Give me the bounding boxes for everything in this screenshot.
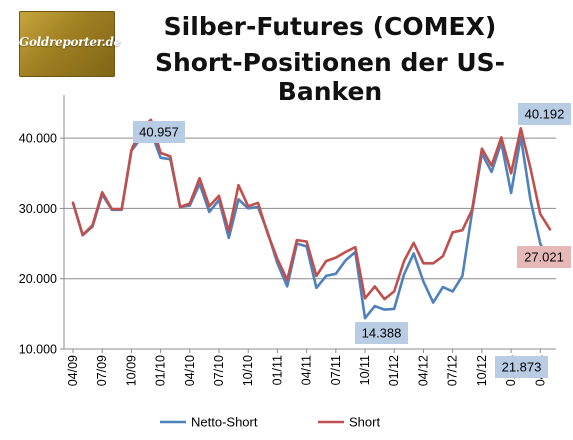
x-tick-label: 01/12 [387, 355, 401, 386]
chart-title: Silber-Futures (COMEX) [163, 12, 497, 41]
x-tick-label: 07/10 [212, 355, 226, 386]
x-tick-label: 10/10 [241, 355, 255, 386]
axes [63, 95, 556, 350]
x-tick-label: 01/11 [270, 355, 284, 385]
x-tick-label: 07/09 [95, 355, 109, 386]
logo-text: Goldreporter.de [19, 35, 121, 49]
goldreporter-logo: Goldreporter.de [19, 11, 121, 77]
x-axis-ticks: 04/09 07/09 10/09 01/10 04/10 07/10 10/10 01/11… [66, 349, 547, 386]
data-label-box [517, 246, 571, 268]
x-tick-label: 10/09 [124, 355, 138, 386]
y-tick-label: 20.000 [19, 272, 57, 286]
y-tick-label: 40.000 [19, 132, 57, 146]
legend: Netto-Short Short [160, 415, 380, 430]
x-tick-label: 10/12 [475, 355, 489, 386]
x-tick-label: 01/10 [154, 355, 168, 386]
legend-label-short: Short [349, 415, 380, 430]
chart-subtitle: Short-Positionen der US-Banken [154, 48, 506, 106]
data-label-box [495, 356, 548, 378]
series-line-netto-short [71, 130, 552, 320]
x-tick-label: 10/11 [358, 355, 372, 385]
data-label: 14.388 [362, 326, 402, 341]
data-label: 27.021 [524, 250, 564, 265]
annotation-layer: 40.957 40.192 27.021 14.388 21.873 [133, 103, 571, 378]
data-label-box [518, 103, 571, 125]
data-label: 21.873 [502, 360, 542, 375]
y-axis-ticks: 10.000 20.000 30.000 40.000 [19, 132, 64, 357]
y-tick-label: 30.000 [19, 202, 57, 216]
data-label-box [133, 121, 185, 143]
x-tick-label: 04/12 [416, 355, 430, 386]
y-tick-label: 10.000 [19, 343, 57, 357]
x-tick-label: 07/11 [329, 355, 343, 385]
x-tick-label: 04/10 [183, 355, 197, 386]
series-layer [71, 118, 552, 320]
x-tick-label: 07/12 [446, 355, 460, 386]
data-label-box [355, 322, 408, 344]
x-tick-label: 04/11 [300, 355, 314, 385]
x-tick-label: 04/09 [66, 355, 80, 386]
data-label: 40.192 [525, 107, 565, 122]
data-label: 40.957 [139, 125, 179, 140]
legend-label-netto-short: Netto-Short [191, 415, 258, 430]
